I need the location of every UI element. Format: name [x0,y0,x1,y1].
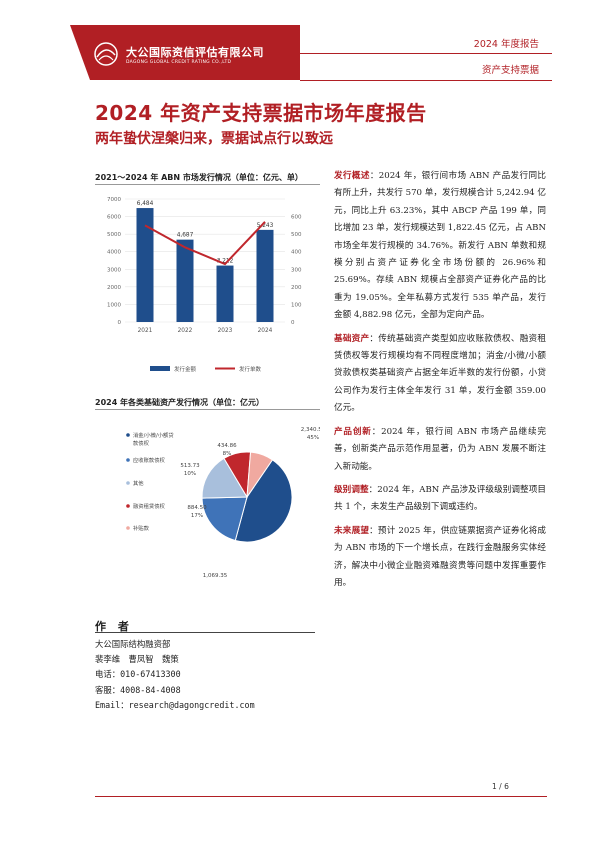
right-axis-tick: 400 [291,250,302,256]
authors-dept: 大公国际结构融资部 [95,639,171,649]
bar [256,229,274,322]
legend-marker [126,526,130,530]
x-axis-tick: 2022 [178,328,193,334]
assets-text: ：传统基础资产类型如应收账款债权、融资租赁债权等发行规模均有不同程度增加；消金/… [334,333,546,414]
innovation-text: ：2024 年，银行间 ABN 市场产品继续完善，创新类产品示范作用显著，仍为 … [334,426,546,472]
bar-value-label: 3,212 [217,259,234,265]
slice-value-label: 1,069.35 [203,573,228,579]
bar-value-label: 5,243 [257,223,274,229]
authors-phone: 电话：010-67413300 [95,669,181,680]
left-axis-tick: 4000 [107,250,121,256]
rating-text: ：2024 年，ABN 产品涉及评级级别调整项目共 1 个，未发生产品级别下调或… [334,484,546,513]
pie-slice [246,451,274,499]
outlook-text: ：预计 2025 年，供应链票据资产证券化将成为 ABN 市场的下一个增长点，在… [334,525,546,588]
chart2-rule [95,409,320,410]
slice-value-label: 884.50 [187,505,207,511]
assets-keyword: 基础资产 [334,333,370,344]
bar [176,239,194,322]
legend-label: 其他 [133,479,144,487]
innovation-paragraph: 产品创新：2024 年，银行间 ABN 市场产品继续完善，创新类产品示范作用显著… [334,424,546,476]
outlook-keyword: 未来展望 [334,525,370,536]
footer-rule [95,796,547,797]
company-logo-en: DAGONG GLOBAL CREDIT RATING CO.,LTD [126,60,232,65]
right-axis-tick: 100 [291,302,302,308]
pie-slice [201,496,248,542]
slice-percent-label: 10% [184,471,196,477]
authors-email[interactable]: Email：research@dagongcredit.com [95,699,255,710]
left-axis-tick: 2000 [107,285,121,291]
innovation-keyword: 产品创新 [334,426,372,437]
report-type: 2024 年度报告 [473,39,539,50]
header-banner [70,25,300,80]
x-axis-tick: 2024 [258,328,273,334]
count-series-line [144,221,266,266]
pie-slice [201,457,248,499]
slice-value-label: 434.86 [217,443,237,449]
slice-percent-label: 17% [191,513,203,519]
right-axis-tick: 200 [291,285,302,291]
left-axis-tick: 6000 [107,215,121,221]
chart1-title: 2021～2024 年 ABN 市场发行情况（单位：亿元、单） [95,173,303,182]
authors-block: 大公国际结构融资部 裴李维 曹凤智 魏策 电话：010-67413300 客服：… [95,637,255,713]
rating-keyword: 级别调整 [334,484,369,495]
underlying-asset-pie-chart: 2,340.5045%1,069.3520%884.5017%513.7310%… [126,427,320,579]
legend-label-amount: 发行金额 [174,365,197,373]
chart2-title: 2024 年各类基础资产发行情况（单位：亿元） [95,398,265,407]
abn-issuance-chart: 0 1000 2000 3000 4000 5000 6000 7000 0 100 200 300 4… [107,197,302,373]
legend-swatch-amount [150,366,170,371]
pie-slice [234,459,293,543]
authors-service: 客服：4008-84-4008 [95,684,181,695]
header-rule-2 [300,80,552,81]
right-axis-tick: 500 [291,232,302,238]
chart1-rule [95,184,320,185]
x-axis-tick: 2021 [138,328,153,334]
bar-value-label: 6,484 [137,201,154,207]
overview-text: ：2024 年，银行间市场 ABN 产品发行同比有所上升，共发行 570 单，发… [334,171,546,321]
right-axis-tick: 300 [291,267,302,273]
legend-label-count: 发行单数 [239,365,262,373]
legend-label: 消金/小微/小额贷 [133,431,174,439]
slice-value-label: 2,340.50 [301,427,320,433]
assets-paragraph: 基础资产：传统基础资产类型如应收账款债权、融资租赁债权等发行规模均有不同程度增加… [334,331,546,418]
right-axis-tick: 0 [291,320,295,326]
authors-heading: 作 者 [95,620,133,633]
summary-column: 发行概述：2024 年，银行间市场 ABN 产品发行同比有所上升，共发行 570… [334,168,546,598]
legend-label: 融资租赁债权 [133,502,165,510]
authors-rule [95,632,315,633]
rating-paragraph: 级别调整：2024 年，ABN 产品涉及评级级别调整项目共 1 个，未发生产品级… [334,482,546,517]
left-axis-tick: 5000 [107,232,121,238]
left-axis-tick: 7000 [107,197,121,203]
page-number: 1 / 6 [492,782,509,791]
left-axis-tick: 3000 [107,267,121,273]
legend-marker [126,433,130,437]
bar-value-label: 4,687 [177,233,194,239]
slice-value-label: 513.73 [180,463,200,469]
page-subtitle: 两年蛰伏涅槃归来，票据试点行以致远 [95,131,333,147]
legend-marker [126,458,130,462]
overview-paragraph: 发行概述：2024 年，银行间市场 ABN 产品发行同比有所上升，共发行 570… [334,168,546,325]
left-axis-tick: 0 [118,320,122,326]
legend-label: 应收账款债权 [133,456,165,464]
header-rule-1 [300,53,552,54]
bar [136,208,154,322]
company-logo-name: 大公国际资信评估有限公司 [126,46,264,59]
x-axis-tick: 2023 [218,328,233,334]
slice-percent-label: 45% [307,435,319,441]
legend-marker [126,481,130,485]
overview-keyword: 发行概述 [334,171,370,181]
left-axis-tick: 1000 [107,302,121,308]
outlook-paragraph: 未来展望：预计 2025 年，供应链票据资产证券化将成为 ABN 市场的下一个增… [334,523,546,593]
legend-label: 款债权 [133,439,150,447]
authors-names: 裴李维 曹凤智 魏策 [95,654,179,665]
legend-marker [126,504,130,508]
right-axis-tick: 600 [291,215,302,221]
slice-percent-label: 8% [223,451,232,457]
legend-label: 补贴款 [133,524,150,532]
report-category: 资产支持票据 [481,65,539,76]
page-title: 2024 年资产支持票据市场年度报告 [95,101,427,125]
bar [216,265,234,322]
